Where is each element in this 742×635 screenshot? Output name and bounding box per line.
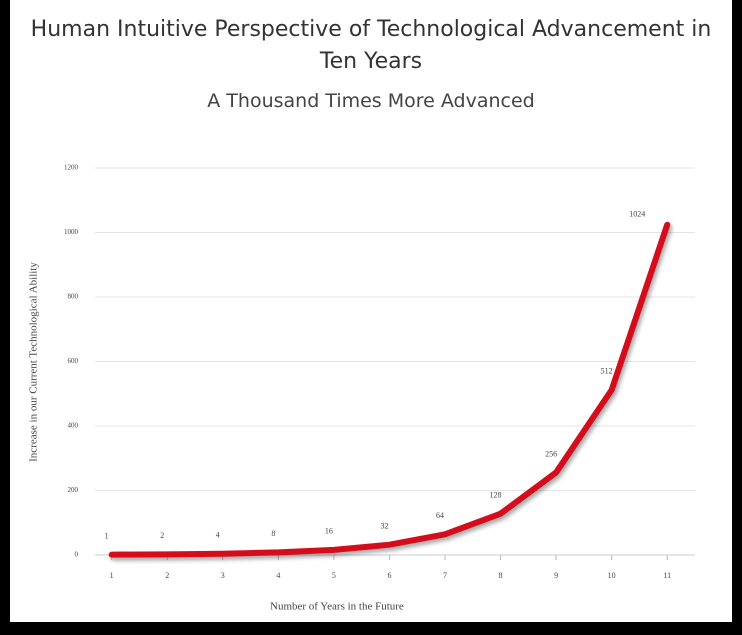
chart-title: Human Intuitive Perspective of Technolog… [30,17,712,74]
x-tick-label: 3 [221,571,225,580]
data-label: 1 [105,532,109,541]
data-line [108,221,671,558]
x-tick-label: 7 [443,571,447,580]
x-tick-label: 6 [387,571,391,580]
data-label: 128 [490,491,502,500]
y-axis-label: Increase in our Current Technological Ab… [28,262,40,462]
x-axis-label: Number of Years in the Future [270,601,404,613]
x-tick-label: 1 [110,571,114,580]
y-tick-label: 0 [75,551,79,559]
x-tick-label: 10 [608,571,616,580]
x-tick-label: 9 [554,571,558,580]
data-label: 2 [160,531,164,540]
data-label: 512 [601,367,613,376]
y-tick-label: 1200 [64,164,79,172]
data-label: 1024 [629,210,645,219]
x-tick-label: 11 [663,571,671,580]
x-tick-label: 5 [332,571,336,580]
y-tick-label: 800 [68,293,79,301]
data-label: 32 [380,522,388,531]
chart-subtitle: A Thousand Times More Advanced [207,90,535,112]
data-label: 4 [216,531,220,540]
data-label: 8 [271,529,275,538]
data-label: 16 [325,527,333,536]
x-tick-label: 2 [165,571,169,580]
x-tick-label: 8 [499,571,503,580]
data-label: 64 [436,511,444,520]
y-tick-label: 1000 [64,228,79,236]
x-tick-label: 4 [276,571,280,580]
y-tick-label: 200 [68,486,79,494]
y-tick-label: 600 [68,357,79,365]
y-tick-label: 400 [68,422,79,430]
chart-panel [10,0,732,622]
data-label: 256 [545,449,557,458]
